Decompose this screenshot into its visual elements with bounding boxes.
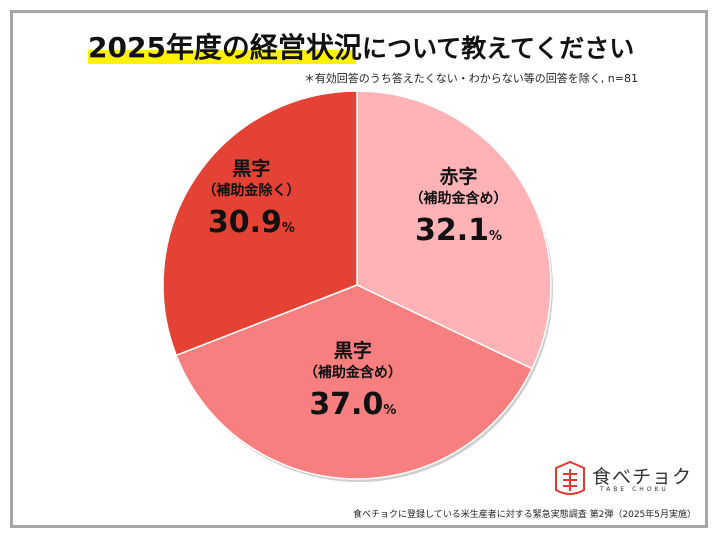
logo-sub: TABE CHOKU bbox=[600, 486, 669, 493]
slice-label-sub: （補助金含め） bbox=[303, 364, 402, 381]
slice-value-number: 37.0 bbox=[309, 386, 384, 422]
pie-slice-2 bbox=[162, 90, 358, 357]
chart-title: 2025年度の経営状況について教えてください bbox=[88, 28, 634, 69]
slice-value: 37.0% bbox=[304, 383, 402, 433]
slice-value: 32.1% bbox=[410, 209, 508, 259]
slice-value-unit: % bbox=[281, 220, 295, 236]
slice-label-0: 赤字 （補助金含め） 32.1% bbox=[410, 165, 508, 259]
pie-slice-1 bbox=[175, 284, 534, 480]
pie-slice-0 bbox=[356, 90, 552, 370]
slice-value-number: 30.9 bbox=[207, 204, 282, 240]
slice-value: 30.9% bbox=[202, 201, 300, 251]
slice-label-1: 黒字 （補助金含め） 37.0% bbox=[304, 339, 402, 433]
title-highlight bbox=[88, 50, 356, 64]
slice-value-unit: % bbox=[489, 229, 503, 245]
chart-title-main: 2025年度の経営状況 bbox=[88, 31, 362, 64]
tabechoku-logo: 食べチョク TABE CHOKU bbox=[552, 460, 692, 500]
tabechoku-logo-icon bbox=[555, 460, 585, 495]
source-note: 食べチョクに登録している米生産者に対する緊急実態調査 第2弾（2025年5月実施… bbox=[353, 510, 696, 520]
slice-label-main: 赤字 bbox=[439, 166, 478, 189]
title-area: 2025年度の経営状況について教えてください bbox=[88, 28, 634, 68]
slice-label-sub: （補助金含め） bbox=[409, 191, 508, 208]
sample-note: ＊有効回答のうち答えたくない・わからない等の回答を除く, n=81 bbox=[303, 72, 638, 85]
slice-label-2: 黒字 （補助金除く） 30.9% bbox=[202, 157, 300, 251]
slice-label-main: 黒字 bbox=[232, 157, 271, 180]
logo-text: 食べチョク bbox=[592, 466, 693, 488]
chart-title-sub: について教えてください bbox=[361, 34, 635, 63]
slice-label-sub: （補助金除く） bbox=[202, 182, 301, 199]
slice-label-main: 黒字 bbox=[333, 339, 372, 362]
slice-value-number: 32.1 bbox=[414, 213, 490, 249]
slice-value-unit: % bbox=[383, 402, 397, 418]
